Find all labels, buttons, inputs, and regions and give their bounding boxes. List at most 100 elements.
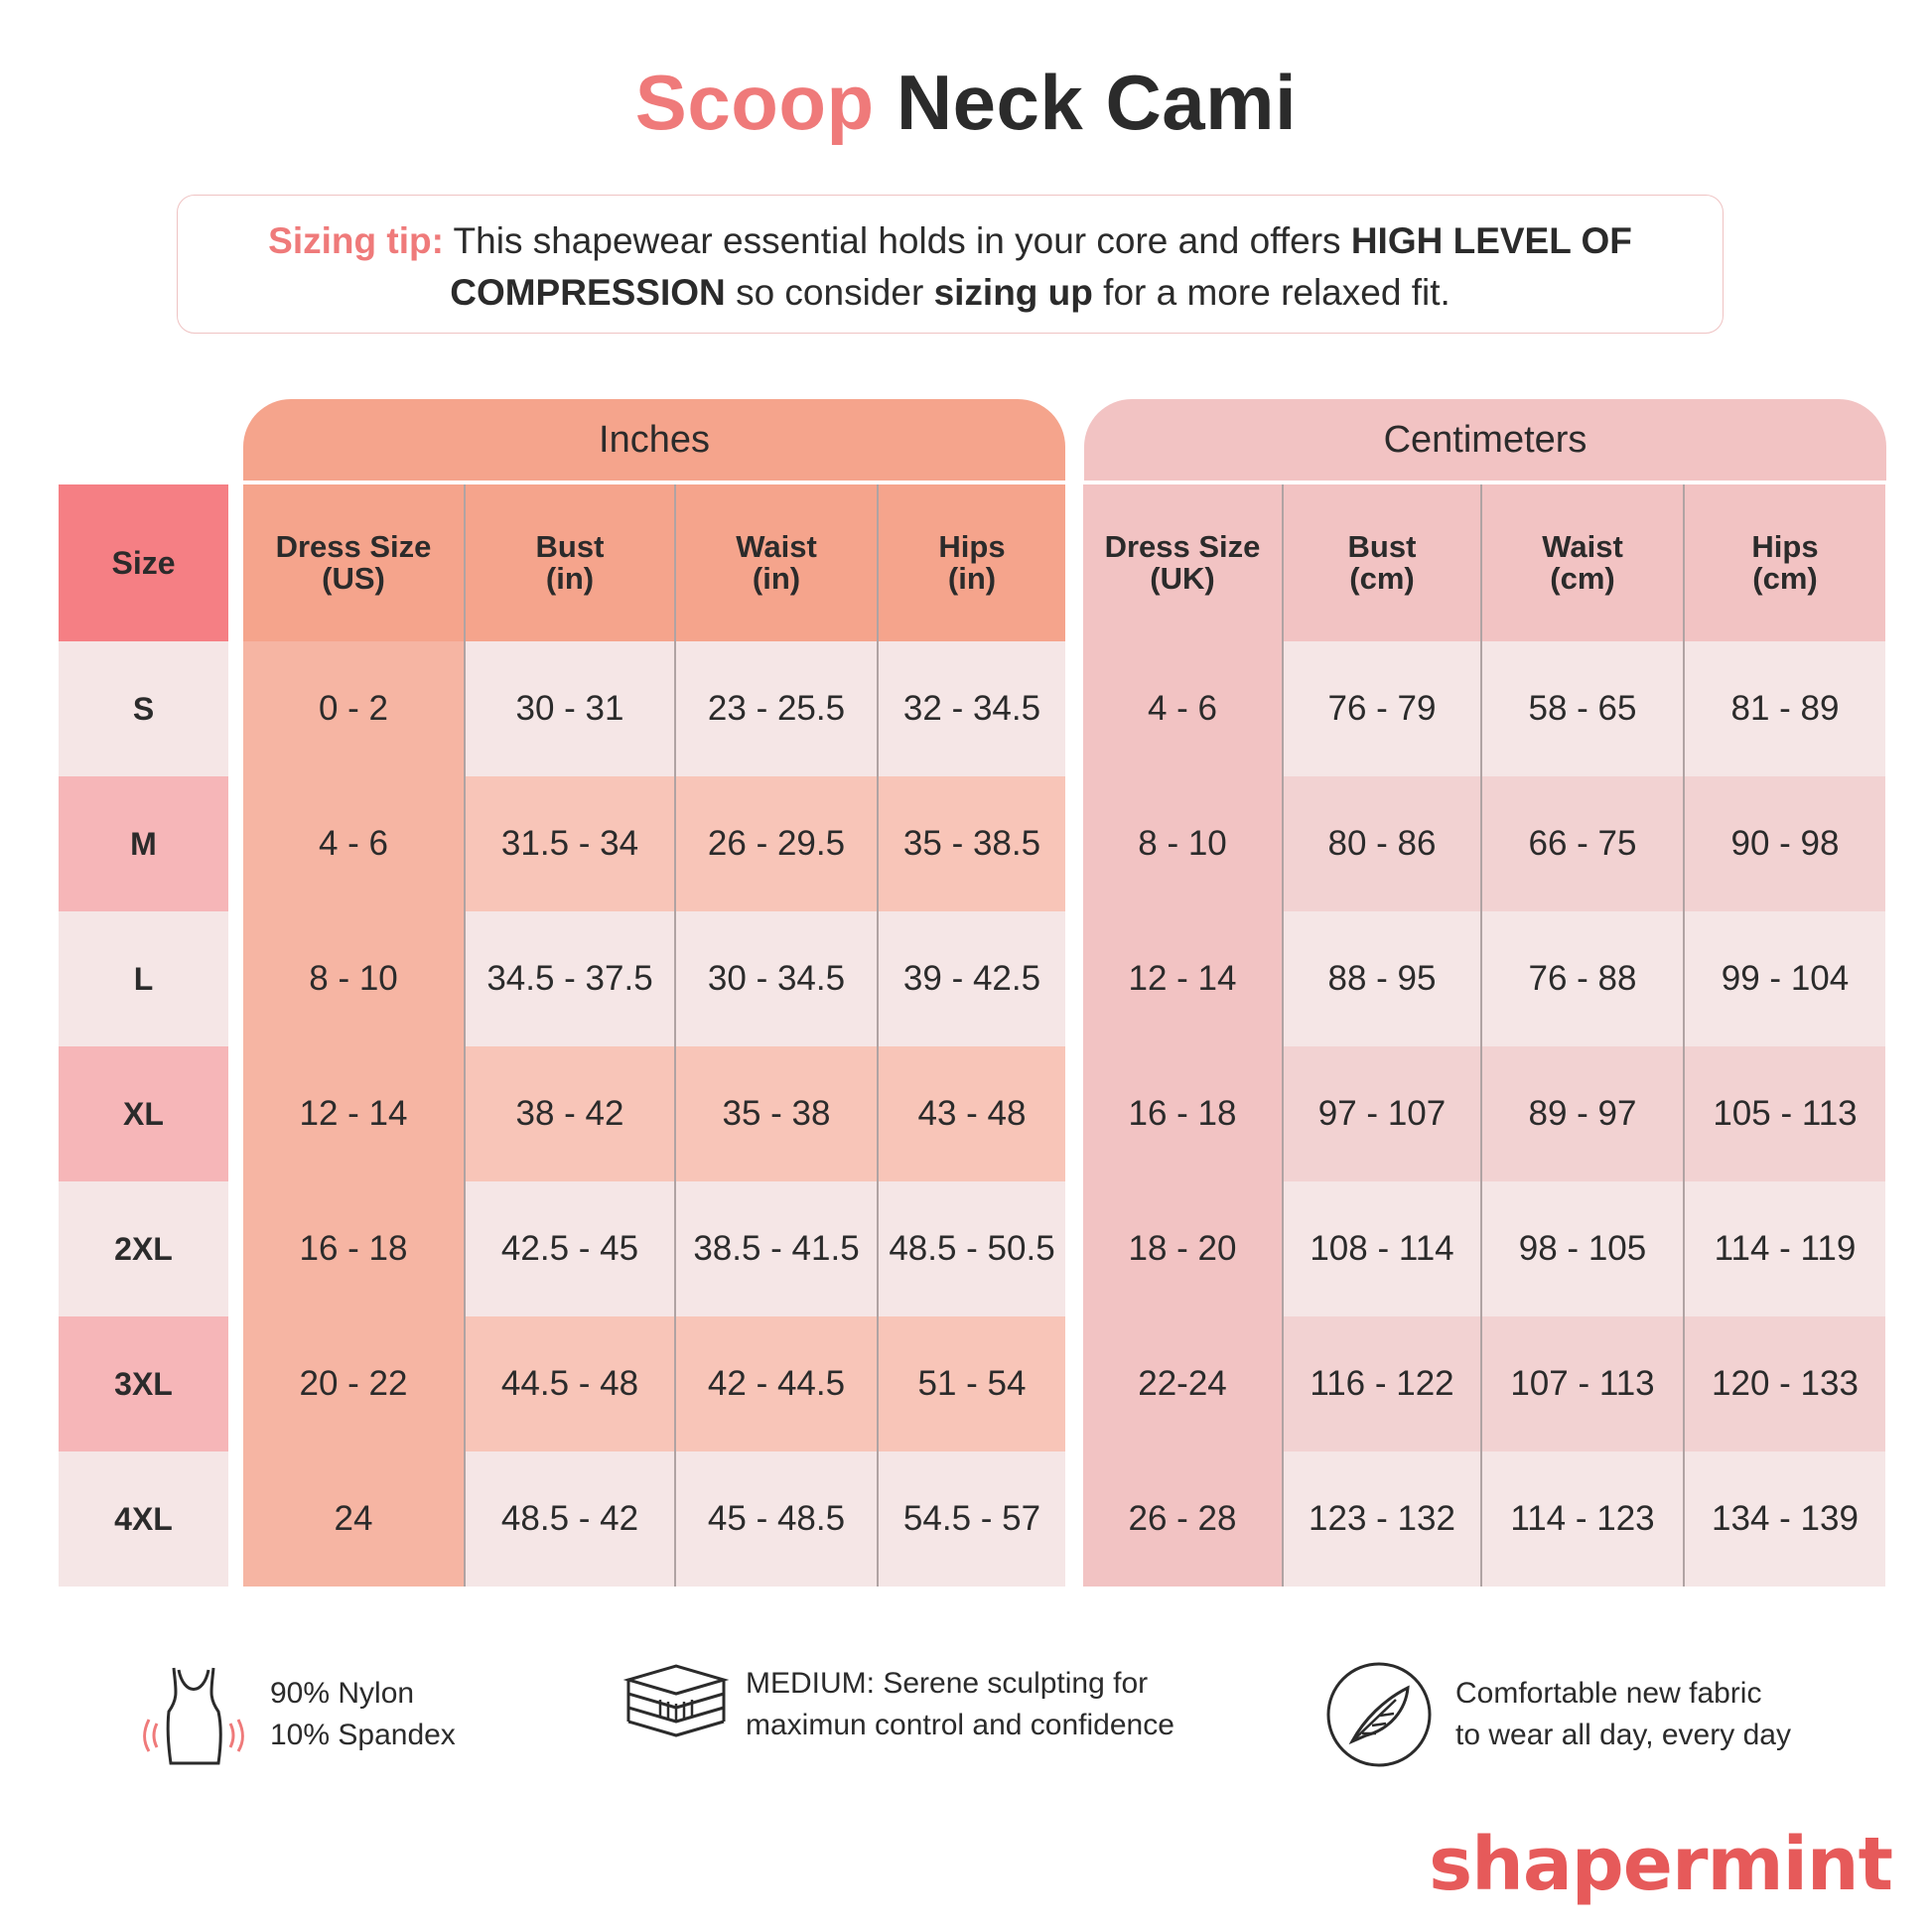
column-gap [228, 484, 243, 641]
cell-cm: 88 - 95 [1282, 911, 1480, 1046]
brand-logo: shapermint [1429, 1822, 1893, 1907]
cell-cm: 4 - 6 [1083, 641, 1282, 776]
cell-cm: 99 - 104 [1683, 911, 1885, 1046]
feature-comfort: Comfortable new fabric to wear all day, … [1324, 1660, 1791, 1769]
header-in-3: Hips (in) [877, 484, 1065, 641]
sizing-tip-bold-1: HIGH LEVEL OF COMPRESSION [450, 220, 1632, 313]
cell-cm: 89 - 97 [1480, 1046, 1683, 1181]
cell-cm: 16 - 18 [1083, 1046, 1282, 1181]
page-title: Scoop Neck Cami [0, 58, 1932, 147]
cell-in: 8 - 10 [243, 911, 464, 1046]
cell-in: 38.5 - 41.5 [674, 1181, 877, 1316]
cell-in: 38 - 42 [464, 1046, 674, 1181]
cell-in: 20 - 22 [243, 1316, 464, 1451]
header-cm-3-line-2: (cm) [1752, 561, 1818, 596]
feature-fabric-line-2: 10% Spandex [270, 1719, 456, 1751]
cell-in: 35 - 38 [674, 1046, 877, 1181]
feather-icon [1324, 1660, 1434, 1769]
sizing-tip-text-1: This shapewear essential holds in your c… [453, 220, 1341, 261]
size-chart-table: Size Dress Size (US) Bust (in) Waist (in) Hips(… [59, 484, 1885, 1587]
feature-fabric-line-1: 90% Nylon [270, 1677, 415, 1710]
cell-in: 44.5 - 48 [464, 1316, 674, 1451]
cell-cm: 76 - 88 [1480, 911, 1683, 1046]
header-in-2-line-1: Waist [736, 529, 817, 564]
size-label: XL [59, 1046, 228, 1181]
column-gap [1065, 1451, 1083, 1587]
column-gap [228, 1046, 243, 1181]
column-gap [228, 1451, 243, 1587]
feature-compression-line-1: MEDIUM: Serene sculpting for [746, 1667, 1149, 1700]
cell-cm: 22-24 [1083, 1316, 1282, 1451]
title-rest: Neck Cami [896, 59, 1298, 146]
column-gap [1065, 1316, 1083, 1451]
cell-cm: 12 - 14 [1083, 911, 1282, 1046]
cell-cm: 105 - 113 [1683, 1046, 1885, 1181]
cell-cm: 134 - 139 [1683, 1451, 1885, 1587]
column-gap [1065, 776, 1083, 911]
header-cm-0-line-1: Dress Size [1104, 529, 1261, 564]
size-label: M [59, 776, 228, 911]
cell-cm: 76 - 79 [1282, 641, 1480, 776]
cell-in: 42.5 - 45 [464, 1181, 674, 1316]
header-cm-1: Bust (cm) [1282, 484, 1480, 641]
cell-in: 39 - 42.5 [877, 911, 1065, 1046]
cell-in: 23 - 25.5 [674, 641, 877, 776]
column-gap [1065, 1181, 1083, 1316]
header-cm-1-line-2: (cm) [1349, 561, 1415, 596]
header-in-0-line-2: (US) [322, 561, 385, 596]
header-cm-3-line-1: Hips [1751, 529, 1819, 564]
column-gap [228, 641, 243, 776]
feature-compression: MEDIUM: Serene sculpting for maximun con… [621, 1660, 1174, 1749]
cell-in: 24 [243, 1451, 464, 1587]
cell-in: 31.5 - 34 [464, 776, 674, 911]
title-accent: Scoop [634, 59, 875, 146]
cell-cm: 8 - 10 [1083, 776, 1282, 911]
cell-cm: 58 - 65 [1480, 641, 1683, 776]
size-label: S [59, 641, 228, 776]
cell-in: 51 - 54 [877, 1316, 1065, 1451]
cami-icon [139, 1660, 248, 1769]
cell-cm: 26 - 28 [1083, 1451, 1282, 1587]
cell-cm: 120 - 133 [1683, 1316, 1885, 1451]
size-label: 4XL [59, 1451, 228, 1587]
cell-cm: 108 - 114 [1282, 1181, 1480, 1316]
cell-cm: 114 - 123 [1480, 1451, 1683, 1587]
column-gap [1065, 1046, 1083, 1181]
layers-icon [621, 1660, 732, 1749]
cell-in: 0 - 2 [243, 641, 464, 776]
sizing-tip-label: Sizing tip: [268, 220, 444, 261]
size-label: 2XL [59, 1181, 228, 1316]
header-in-3-line-1: Hips [938, 529, 1006, 564]
cell-cm: 107 - 113 [1480, 1316, 1683, 1451]
header-cm-1-line-1: Bust [1347, 529, 1417, 564]
cell-in: 43 - 48 [877, 1046, 1065, 1181]
header-cm-2-line-2: (cm) [1550, 561, 1615, 596]
feature-fabric: 90% Nylon 10% Spandex [139, 1660, 456, 1769]
cell-in: 30 - 31 [464, 641, 674, 776]
cell-in: 16 - 18 [243, 1181, 464, 1316]
cell-cm: 66 - 75 [1480, 776, 1683, 911]
feature-comfort-line-2: to wear all day, every day [1455, 1719, 1791, 1751]
column-gap [1065, 641, 1083, 776]
cell-cm: 97 - 107 [1282, 1046, 1480, 1181]
header-cm-3: Hips (cm) [1683, 484, 1885, 641]
sizing-tip-text-3: for a more relaxed fit. [1103, 272, 1450, 313]
header-in-1-line-2: (in) [545, 561, 595, 596]
column-gap [228, 911, 243, 1046]
column-gap [228, 1316, 243, 1451]
size-label: L [59, 911, 228, 1046]
cell-in: 12 - 14 [243, 1046, 464, 1181]
cell-in: 32 - 34.5 [877, 641, 1065, 776]
feature-fabric-text: 90% Nylon 10% Spandex [270, 1673, 456, 1756]
sizing-tip-bold-2: sizing up [933, 272, 1093, 313]
inches-group-header: Inches [243, 399, 1065, 481]
cell-cm: 98 - 105 [1480, 1181, 1683, 1316]
cell-in: 48.5 - 50.5 [877, 1181, 1065, 1316]
column-gap [228, 776, 243, 911]
sizing-tip-text-2: so consider [736, 272, 924, 313]
cell-in: 35 - 38.5 [877, 776, 1065, 911]
cell-cm: 80 - 86 [1282, 776, 1480, 911]
header-in-2: Waist (in) [674, 484, 877, 641]
feature-comfort-text: Comfortable new fabric to wear all day, … [1455, 1673, 1791, 1756]
header-cm-2-line-1: Waist [1542, 529, 1623, 564]
